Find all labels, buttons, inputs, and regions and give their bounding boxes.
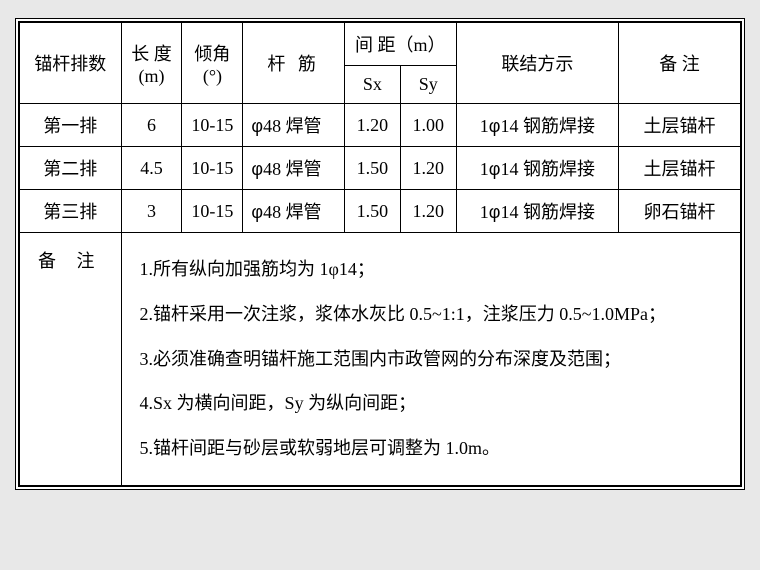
header-length-label: 长 度 xyxy=(128,40,176,66)
header-sx: Sx xyxy=(344,66,400,104)
table-header: 锚杆排数 长 度 (m) 倾角 (°) 杆 筋 间 距（m） 联结方示 备 注 … xyxy=(20,23,741,104)
anchor-table-container: 锚杆排数 长 度 (m) 倾角 (°) 杆 筋 间 距（m） 联结方示 备 注 … xyxy=(15,18,745,490)
cell-row-label: 第一排 xyxy=(20,104,122,147)
cell-sx: 1.20 xyxy=(344,104,400,147)
cell-length: 3 xyxy=(121,190,182,233)
cell-rebar: φ48 焊管 xyxy=(243,104,345,147)
header-connection: 联结方示 xyxy=(456,23,618,104)
header-spacing-group: 间 距（m） xyxy=(344,23,456,66)
header-sy: Sy xyxy=(400,66,456,104)
cell-remark: 土层锚杆 xyxy=(619,104,741,147)
cell-angle: 10-15 xyxy=(182,104,243,147)
note-line: 4.Sx 为横向间距，Sy 为纵向间距； xyxy=(140,381,722,426)
cell-connection: 1φ14 钢筋焊接 xyxy=(456,104,618,147)
cell-sy: 1.20 xyxy=(400,147,456,190)
cell-angle: 10-15 xyxy=(182,147,243,190)
cell-connection: 1φ14 钢筋焊接 xyxy=(456,147,618,190)
notes-cell: 1.所有纵向加强筋均为 1φ14； 2.锚杆采用一次注浆，浆体水灰比 0.5~1… xyxy=(121,233,740,486)
cell-rebar-value: 48 焊管 xyxy=(263,159,322,179)
notes-row: 备 注 1.所有纵向加强筋均为 1φ14； 2.锚杆采用一次注浆，浆体水灰比 0… xyxy=(20,233,741,486)
phi-symbol: φ xyxy=(251,159,263,179)
cell-connection: 1φ14 钢筋焊接 xyxy=(456,190,618,233)
conn-suffix: 14 钢筋焊接 xyxy=(500,159,595,179)
cell-length: 4.5 xyxy=(121,147,182,190)
header-length: 长 度 (m) xyxy=(121,23,182,104)
conn-prefix: 1 xyxy=(480,116,489,136)
header-angle-label: 倾角 xyxy=(188,40,236,66)
cell-rebar-value: 48 焊管 xyxy=(263,116,322,136)
cell-length: 6 xyxy=(121,104,182,147)
conn-suffix: 14 钢筋焊接 xyxy=(500,202,595,222)
cell-remark: 卵石锚杆 xyxy=(619,190,741,233)
anchor-table: 锚杆排数 长 度 (m) 倾角 (°) 杆 筋 间 距（m） 联结方示 备 注 … xyxy=(19,22,741,486)
cell-rebar: φ48 焊管 xyxy=(243,147,345,190)
cell-angle: 10-15 xyxy=(182,190,243,233)
cell-sx: 1.50 xyxy=(344,190,400,233)
table-body: 第一排 6 10-15 φ48 焊管 1.20 1.00 1φ14 钢筋焊接 土… xyxy=(20,104,741,486)
note-line: 2.锚杆采用一次注浆，浆体水灰比 0.5~1:1，注浆压力 0.5~1.0MPa… xyxy=(140,292,722,337)
table-row: 第二排 4.5 10-15 φ48 焊管 1.50 1.20 1φ14 钢筋焊接… xyxy=(20,147,741,190)
notes-label: 备 注 xyxy=(20,233,122,486)
cell-sx: 1.50 xyxy=(344,147,400,190)
header-remarks: 备 注 xyxy=(619,23,741,104)
cell-rebar: φ48 焊管 xyxy=(243,190,345,233)
header-rebar: 杆 筋 xyxy=(243,23,345,104)
cell-sy: 1.20 xyxy=(400,190,456,233)
phi-symbol: φ xyxy=(251,202,263,222)
conn-prefix: 1 xyxy=(480,159,489,179)
phi-symbol: φ xyxy=(489,116,501,136)
cell-row-label: 第二排 xyxy=(20,147,122,190)
phi-symbol: φ xyxy=(489,202,501,222)
table-row: 第一排 6 10-15 φ48 焊管 1.20 1.00 1φ14 钢筋焊接 土… xyxy=(20,104,741,147)
cell-rebar-value: 48 焊管 xyxy=(263,202,322,222)
phi-symbol: φ xyxy=(489,159,501,179)
cell-sy: 1.00 xyxy=(400,104,456,147)
note-line: 5.锚杆间距与砂层或软弱地层可调整为 1.0m。 xyxy=(140,426,722,471)
note-line: 1.所有纵向加强筋均为 1φ14； xyxy=(140,247,722,292)
note-line: 3.必须准确查明锚杆施工范围内市政管网的分布深度及范围； xyxy=(140,337,722,382)
phi-symbol: φ xyxy=(251,116,263,136)
header-angle: 倾角 (°) xyxy=(182,23,243,104)
header-angle-unit: (°) xyxy=(188,66,236,87)
header-length-unit: (m) xyxy=(128,66,176,87)
header-anchor-rows: 锚杆排数 xyxy=(20,23,122,104)
table-row: 第三排 3 10-15 φ48 焊管 1.50 1.20 1φ14 钢筋焊接 卵… xyxy=(20,190,741,233)
cell-remark: 土层锚杆 xyxy=(619,147,741,190)
conn-suffix: 14 钢筋焊接 xyxy=(500,116,595,136)
cell-row-label: 第三排 xyxy=(20,190,122,233)
conn-prefix: 1 xyxy=(480,202,489,222)
